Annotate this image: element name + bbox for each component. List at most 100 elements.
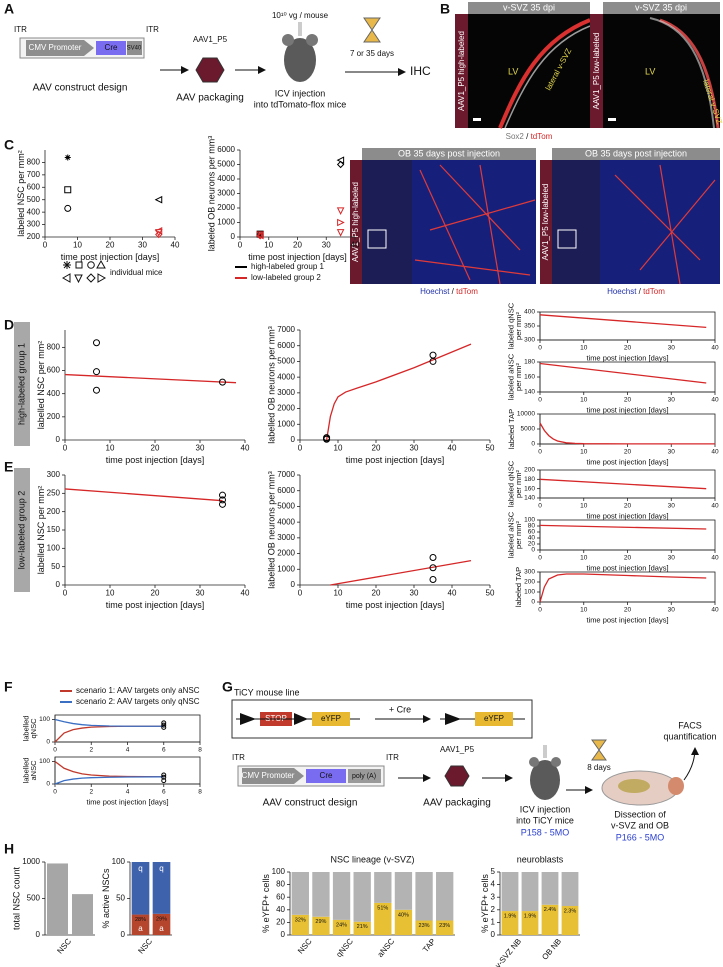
y-tick-label: 2 (491, 905, 496, 914)
bar (47, 863, 68, 935)
x-axis-label: time post injection [days] (586, 353, 668, 362)
stain-separator: / (452, 287, 455, 296)
data-point (336, 160, 345, 169)
caption: AAV packaging (176, 93, 244, 104)
x-tick-label: 0 (238, 241, 243, 250)
y-tick-label: 100 (39, 758, 50, 765)
x-tick-label: 20 (372, 444, 381, 453)
itr-label: ITR (232, 753, 245, 762)
x-tick-label: 8 (198, 788, 202, 795)
aav-capsid (195, 57, 225, 83)
panel-label: E (4, 459, 13, 475)
y-axis-label: labelled OB neurons per mm³ (266, 471, 276, 589)
y-tick-label: 140 (524, 495, 535, 502)
x-tick-label: v-SVZ NB (493, 937, 523, 967)
y-tick-label: 500 (27, 894, 41, 903)
x-tick-label: 10 (334, 589, 343, 598)
legend-label: scenario 1: AAV targets only aNSC (76, 686, 200, 695)
y-tick-label: 60 (528, 529, 536, 536)
y-tick-label: 200 (524, 467, 535, 474)
chart: 0 20 40 60 80 100% eYFP+ cells NSC lineage (v-… (261, 854, 455, 959)
chart: 0 100 200 300 0 10 20 30 40 labeled TAP time post … (514, 567, 719, 625)
bar (374, 902, 392, 935)
data-line (330, 560, 472, 586)
y-tick-label: 100 (272, 867, 286, 876)
chart: 0 1000 2000 3000 4000 5000 6000 7000 0 10 20 30 40 50… (266, 325, 495, 465)
data-line (54, 760, 164, 778)
value-label: 1.9% (504, 914, 517, 920)
legend-caption: individual mice (110, 268, 163, 277)
y-tick-label: 100 (524, 589, 535, 596)
y-tick-label: 40 (528, 535, 536, 542)
promoter-label: CMV Promoter (29, 43, 82, 52)
image-side-label: AAV1_P5 high-labeled (351, 182, 360, 262)
promoter-arrow (242, 768, 304, 784)
y-axis-label: labeled TAP (507, 409, 516, 449)
plot-frame (539, 519, 716, 551)
x-tick-label: 10 (580, 396, 588, 403)
y-tick-label: 0 (281, 930, 286, 939)
x-axis-label: time post injection [days] (61, 252, 160, 262)
micrograph (362, 160, 412, 284)
y-axis-label: % eYFP+ cells (261, 874, 271, 933)
age-label: P166 - 5MO (616, 832, 665, 842)
y-tick-label: 0 (531, 599, 535, 606)
x-tick-label: 40 (448, 589, 457, 598)
x-tick-label: 20 (106, 241, 115, 250)
bar (436, 920, 454, 935)
y-tick-label: 400 (524, 309, 535, 316)
value-label: 51% (377, 905, 388, 911)
x-tick-label: 30 (668, 448, 676, 455)
y-tick-label: 500 (27, 195, 41, 204)
y-tick-label: 5 (491, 867, 496, 876)
x-tick-label: 10 (580, 344, 588, 351)
y-tick-label: 0 (231, 232, 236, 241)
y-tick-label: 5000 (217, 160, 235, 169)
sv40-box (127, 41, 142, 55)
x-tick-label: 30 (668, 396, 676, 403)
data-point (93, 386, 101, 394)
bar (541, 904, 559, 935)
shape (668, 777, 684, 795)
bar (561, 872, 579, 907)
chart: 0 1000 2000 3000 4000 5000 6000 7000 0 10 20 30 40 50… (266, 470, 495, 610)
capsid-label: AAV1_P5 (193, 35, 228, 44)
image-side (590, 14, 603, 128)
data-point (155, 230, 163, 239)
image-header (362, 148, 536, 160)
data-point (429, 564, 437, 572)
bar (332, 872, 351, 920)
bar (291, 872, 309, 915)
legend-label: scenario 2: AAV targets only qNSC (76, 697, 200, 706)
shape (306, 34, 318, 46)
x-tick-label: 0 (63, 444, 68, 453)
y-tick-label: 2000 (277, 549, 295, 558)
dose-label: 10¹⁰ vg / mouse (272, 11, 329, 20)
x-tick-label: 20 (293, 241, 302, 250)
y-tick-label: 0 (121, 930, 126, 939)
y-axis-label: labelled OB neurons per mm³ (266, 326, 276, 444)
y-axis-label: labeled OB neurons per mm³ (206, 136, 216, 252)
image-side (455, 14, 468, 128)
stain-caption: Hoechst / tdTom (607, 287, 665, 296)
y-axis-label: qNSC (29, 718, 38, 739)
data-point (154, 195, 163, 204)
y-axis-label: labelled (22, 716, 31, 742)
bar (521, 911, 539, 935)
data-point (257, 232, 264, 239)
chart-title: NSC lineage (v-SVZ) (330, 854, 414, 864)
readout-label: IHC (410, 64, 431, 78)
data-point (161, 778, 167, 784)
brain-icon (601, 770, 684, 806)
y-tick-label: 0 (46, 739, 50, 746)
x-tick-label: 0 (298, 589, 303, 598)
image-side-label: AAV1_P5 high-labeled (457, 31, 466, 111)
y-tick-label: 0 (291, 580, 296, 589)
x-tick-label: 30 (322, 241, 331, 250)
stain-separator: / (526, 132, 529, 141)
value-label: 28% (135, 917, 146, 923)
bar (394, 909, 413, 935)
eyfp-label: eYFP (484, 714, 504, 723)
